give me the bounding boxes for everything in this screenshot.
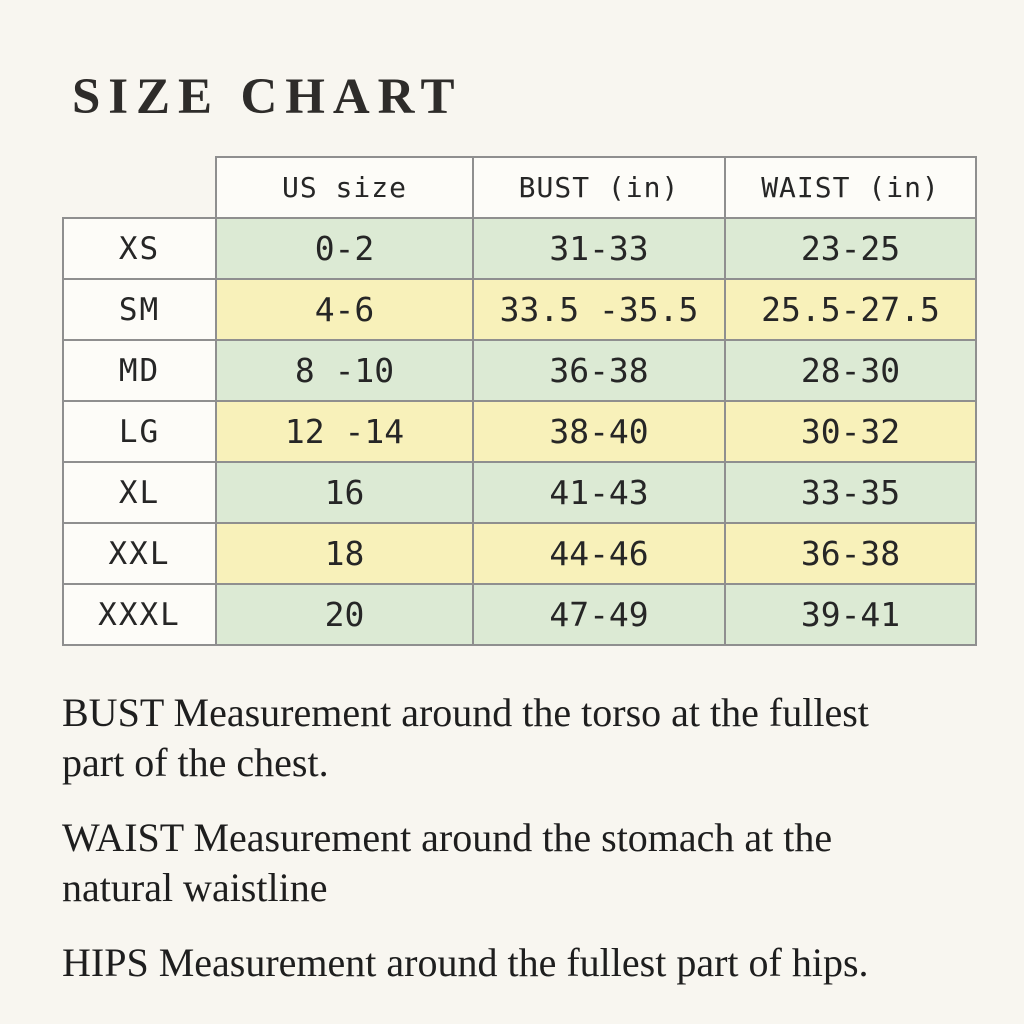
waist-cell: 28-30 (724, 339, 977, 402)
waist-cell: 36-38 (724, 522, 977, 585)
blank-header-cell (63, 157, 216, 218)
size-label-cell: LG (62, 400, 217, 463)
table-row: MD 8 -10 36-38 28-30 (62, 339, 977, 402)
bust-cell: 47-49 (472, 583, 726, 646)
size-chart-table-body: XS 0-2 31-33 23-25 SM 4-6 33.5 -35.5 25.5-27.5 M… (62, 217, 977, 646)
size-label-cell: MD (62, 339, 217, 402)
size-label-cell: XXXL (62, 583, 217, 646)
note-bust: BUST Measurement around the torso at the… (62, 690, 869, 786)
table-row: LG 12 -14 38-40 30-32 (62, 400, 977, 463)
waist-cell: 23-25 (724, 217, 977, 280)
bust-cell: 41-43 (472, 461, 726, 524)
note-hips: HIPS Measurement around the fullest part… (62, 939, 869, 985)
us-size-cell: 0-2 (215, 217, 474, 280)
page-title: SIZE CHART (72, 69, 463, 125)
waist-cell: 25.5-27.5 (724, 278, 977, 341)
size-label-cell: XXL (62, 522, 217, 585)
header-row: US size BUST (in) WAIST (in) (63, 156, 977, 219)
table-row: XS 0-2 31-33 23-25 (62, 217, 977, 280)
note-waist: WAIST Measurement around the stomach at … (62, 814, 833, 911)
column-header-bust: BUST (in) (472, 156, 726, 219)
bust-cell: 36-38 (472, 339, 726, 402)
size-chart-header: US size BUST (in) WAIST (in) (63, 156, 977, 219)
size-label-cell: SM (62, 278, 217, 341)
us-size-cell: 12 -14 (215, 400, 474, 463)
waist-cell: 30-32 (724, 400, 977, 463)
us-size-cell: 20 (215, 583, 474, 646)
size-label-cell: XS (62, 217, 217, 280)
us-size-cell: 8 -10 (215, 339, 474, 402)
table-row: XXXL 20 47-49 39-41 (62, 583, 977, 646)
size-chart-table: US size BUST (in) WAIST (in) XS 0-2 31-33 2… (62, 156, 977, 646)
column-header-us-size: US size (215, 156, 474, 219)
bust-cell: 38-40 (472, 400, 726, 463)
bust-cell: 31-33 (472, 217, 726, 280)
table-row: XL 16 41-43 33-35 (62, 461, 977, 524)
waist-cell: 39-41 (724, 583, 977, 646)
table-row: XXL 18 44-46 36-38 (62, 522, 977, 585)
us-size-cell: 16 (215, 461, 474, 524)
column-header-waist: WAIST (in) (724, 156, 977, 219)
notes-section: BUST Measurement around the torso at the… (62, 688, 962, 988)
waist-cell: 33-35 (724, 461, 977, 524)
size-label-cell: XL (62, 461, 217, 524)
bust-cell: 33.5 -35.5 (472, 278, 726, 341)
us-size-cell: 4-6 (215, 278, 474, 341)
bust-cell: 44-46 (472, 522, 726, 585)
us-size-cell: 18 (215, 522, 474, 585)
table-row: SM 4-6 33.5 -35.5 25.5-27.5 (62, 278, 977, 341)
